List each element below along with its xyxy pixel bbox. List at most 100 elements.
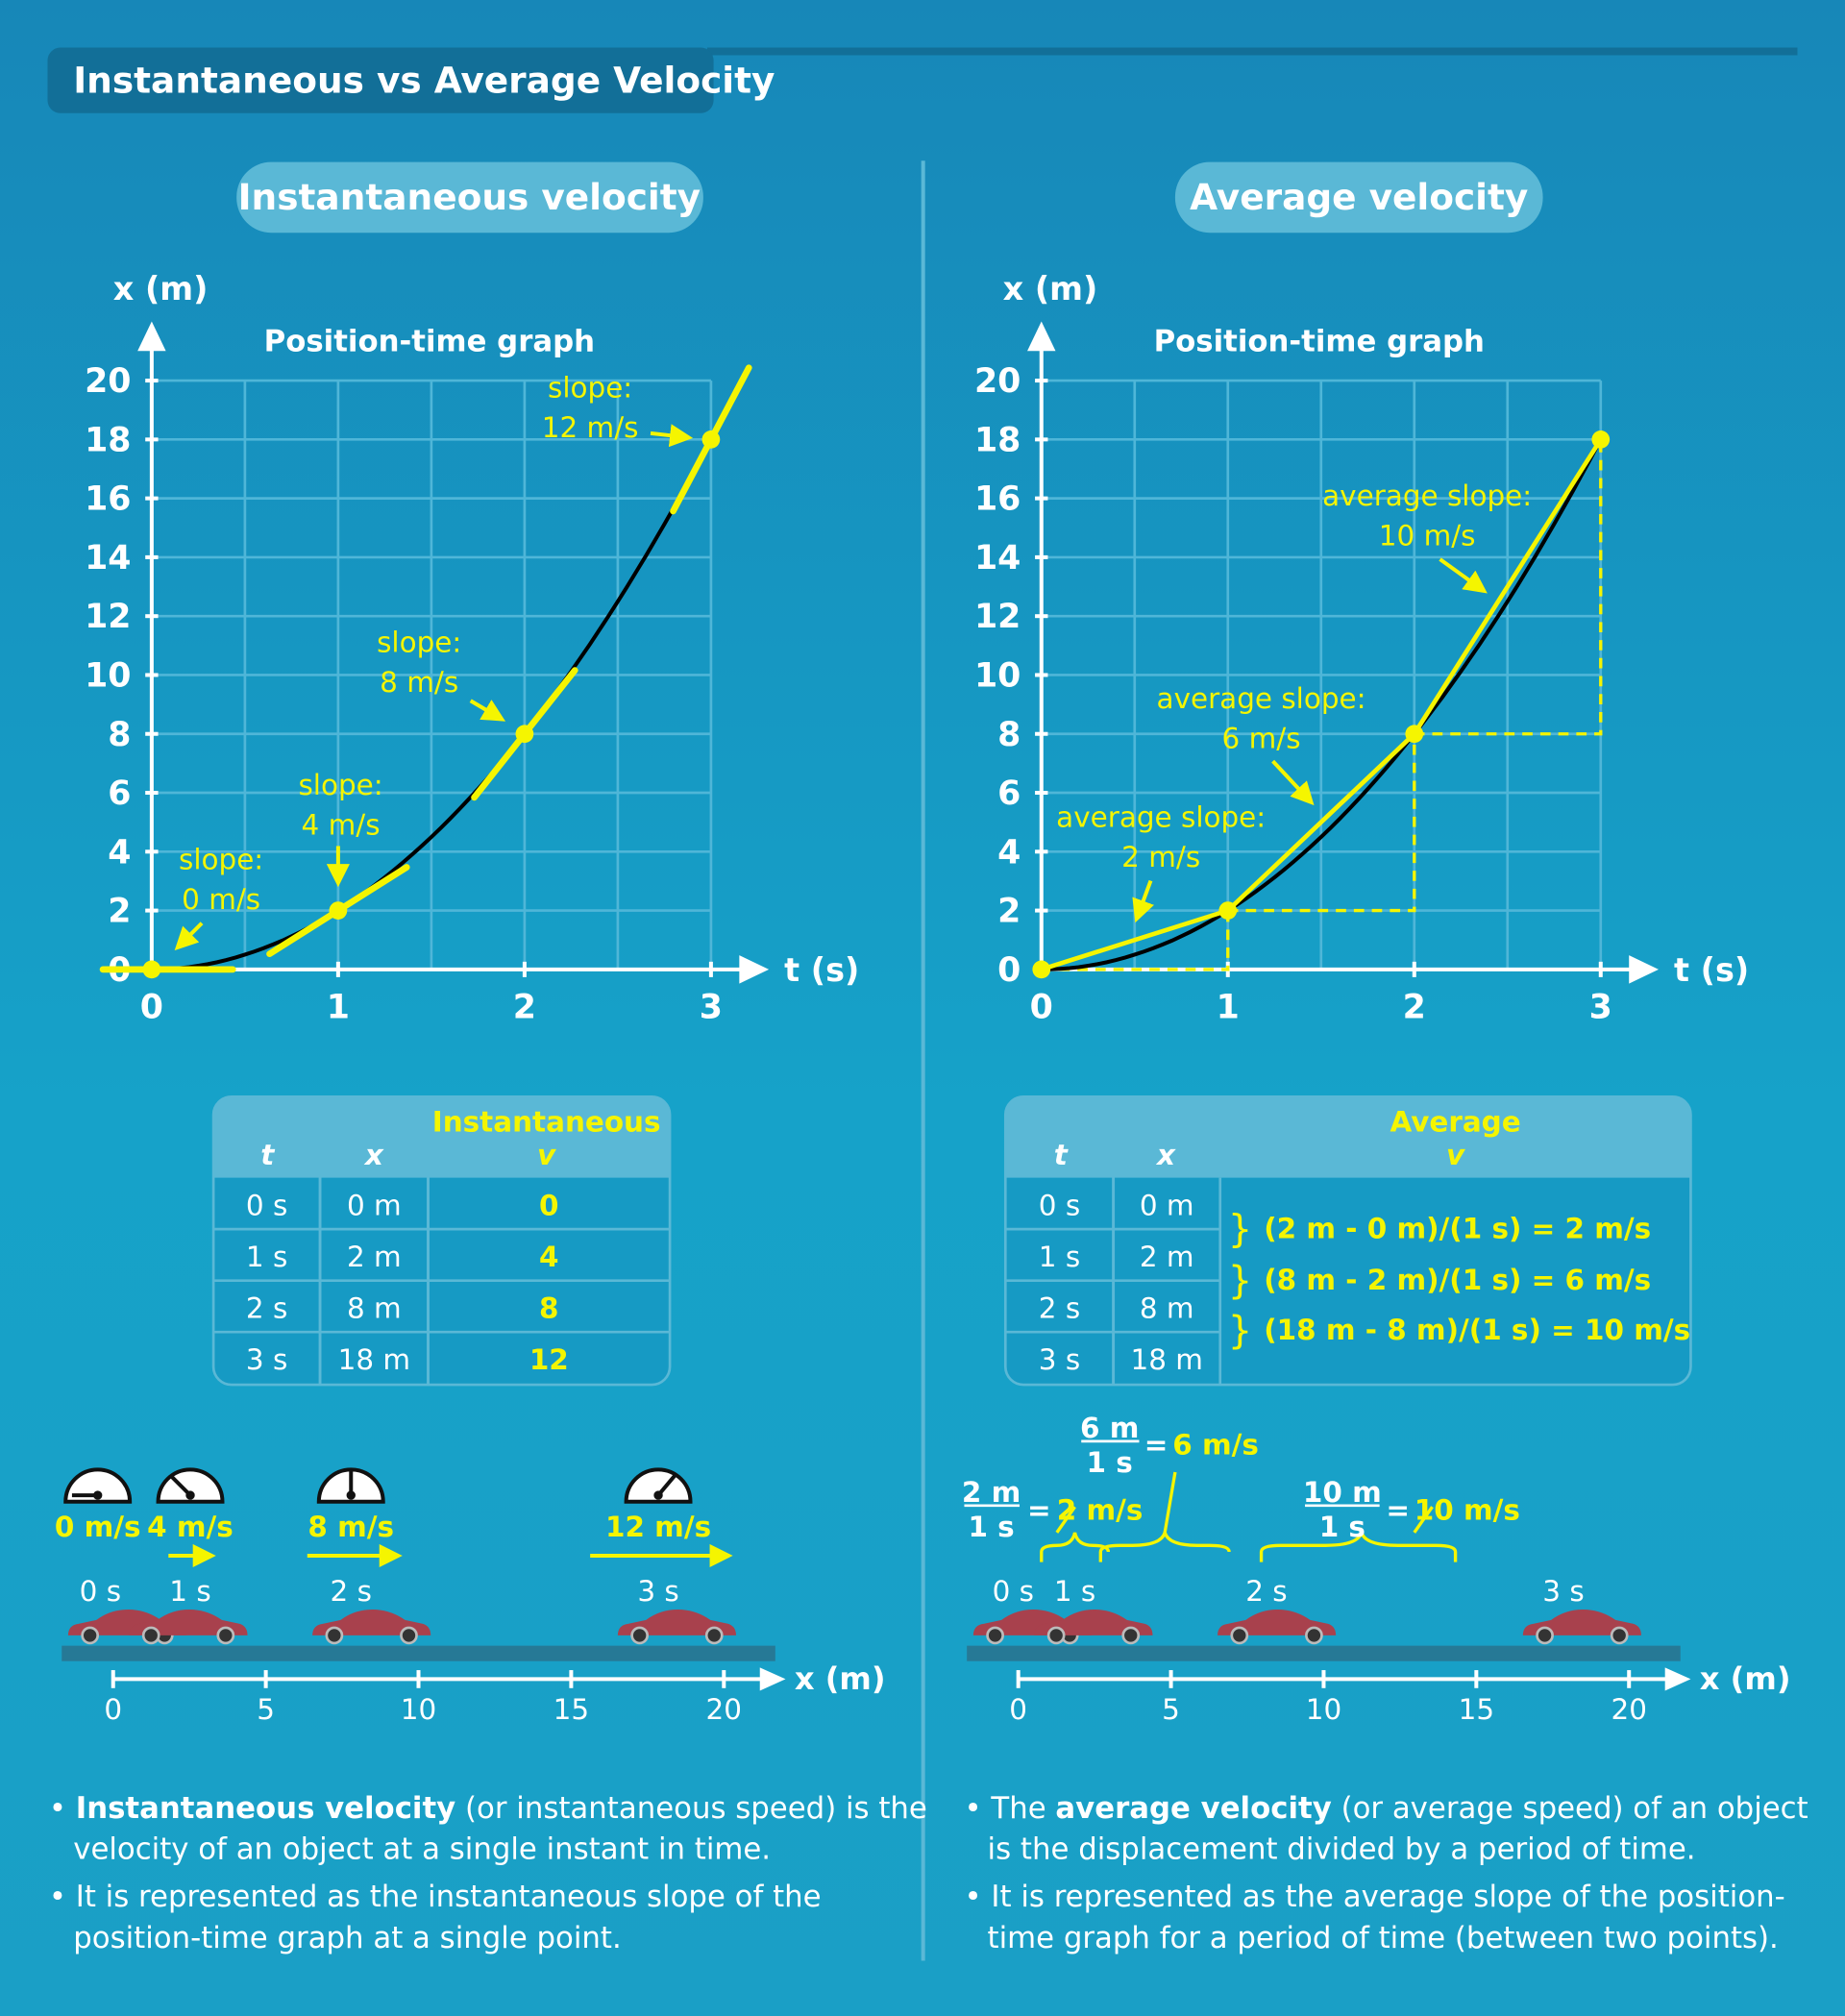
grid (1041, 379, 1603, 970)
time-label: 3 s (1542, 1575, 1584, 1608)
slope-value: 12 m/s (542, 411, 639, 444)
col-t: t (1054, 1139, 1069, 1171)
bullet-1: • The average velocity (or average speed… (964, 1791, 1808, 1826)
needle-hub (93, 1490, 103, 1500)
arrow-icon (1132, 879, 1154, 923)
number-line-tick-label: 5 (257, 1693, 275, 1726)
graph-title: Position-time graph (264, 324, 595, 358)
x-tick-label: 1 (327, 989, 350, 1027)
time-label: 2 s (331, 1575, 372, 1608)
slope-label: slope: (548, 371, 632, 404)
instantaneous-table: t x Instantaneous v 0 s 0 m 0 1 s 2 m 4 2 s 8 m… (211, 1094, 672, 1387)
page-title: Instantaneous vs Average Velocity (73, 59, 775, 101)
table-cell: 18 m (338, 1343, 410, 1376)
car-wheel (141, 1626, 160, 1645)
y-tick-label: 10 (85, 657, 131, 696)
graph-title: Position-time graph (1154, 324, 1485, 358)
table-cell: 0 s (1039, 1189, 1080, 1221)
time-label: 0 s (993, 1575, 1034, 1608)
y-tick-label: 8 (997, 716, 1021, 754)
bullet-text: It is represented as the average slope o… (991, 1880, 1784, 1914)
result: 6 m/s (1172, 1428, 1259, 1461)
time-label: 1 s (169, 1575, 210, 1608)
y-axis-arrow-icon (1027, 321, 1056, 352)
average-motion: 0 s 1 s 2 s 3 s 2 m 1 s = 2 m/s 6 m 1 s … (962, 1412, 1585, 1608)
bold-term: average velocity (1055, 1791, 1331, 1826)
heading-instantaneous: Instantaneous velocity (238, 176, 701, 218)
car-wheel (630, 1626, 650, 1645)
slope-label: average slope: (1056, 800, 1266, 833)
number-line-arrow-icon (1664, 1667, 1691, 1691)
time-label: 0 s (80, 1575, 121, 1608)
slope-value: 6 m/s (1222, 723, 1301, 755)
calc-2: (18 m - 8 m)/(1 s) = 10 m/s (1264, 1314, 1690, 1346)
table-cell: 2 s (1039, 1291, 1080, 1324)
number-line-tick-label: 0 (1009, 1693, 1027, 1726)
car-wheel (704, 1626, 724, 1645)
data-point (1405, 725, 1424, 744)
slope-value: 0 m/s (182, 883, 260, 916)
speed-label: 12 m/s (605, 1511, 711, 1543)
table-cell: 12 (529, 1343, 569, 1376)
bold-term: Instantaneous velocity (76, 1791, 455, 1826)
number-line-label: x (m) (795, 1660, 886, 1697)
y-tick-label: 4 (108, 833, 131, 872)
arrow-icon (469, 699, 506, 722)
car-icon (1218, 1610, 1337, 1635)
instantaneous-bullets: • Instantaneous velocity (or instantaneo… (49, 1791, 927, 1955)
interval-braces (1040, 1527, 1458, 1562)
denominator: 1 s (968, 1511, 1014, 1543)
number-line-tick-label: 15 (1459, 1693, 1494, 1726)
data-point (142, 960, 161, 979)
numerator: 10 m (1303, 1476, 1382, 1509)
y-tick-label: 16 (85, 480, 131, 519)
number-line-tick-label: 15 (554, 1693, 589, 1726)
average-graph: x (m) Position-time graph t (s) 02468101… (974, 270, 1749, 1027)
car-icon (129, 1610, 248, 1635)
car-wheel (1536, 1626, 1554, 1645)
car-wheel (1121, 1626, 1141, 1645)
time-label: 1 s (1054, 1575, 1095, 1608)
fraction-2: 2 m 1 s = 2 m/s (962, 1476, 1144, 1543)
heading-pill (236, 161, 703, 234)
heading-pill (1174, 161, 1543, 234)
brace-icon: } (1228, 1259, 1253, 1303)
col-t: t (260, 1139, 275, 1171)
car-wheel (1230, 1626, 1249, 1645)
secant-line (1226, 732, 1416, 913)
y-tick-label: 18 (974, 421, 1021, 459)
title-bar (47, 47, 714, 113)
numerator: 6 m (1080, 1412, 1139, 1444)
y-tick-label: 2 (997, 893, 1021, 931)
slope-label: average slope: (1322, 479, 1532, 512)
table-cell: 4 (539, 1241, 558, 1273)
y-tick-label: 0 (997, 951, 1021, 990)
table-cell: 2 s (246, 1291, 287, 1324)
car-wheel (400, 1626, 418, 1645)
y-tick-label: 2 (108, 893, 131, 931)
arrow-icon (1439, 557, 1488, 594)
x-axis-label: t (s) (1674, 951, 1749, 989)
needle-hub (346, 1490, 356, 1500)
calc-0: (2 m - 0 m)/(1 s) = 2 m/s (1264, 1212, 1651, 1244)
average-bullets: • The average velocity (or average speed… (964, 1791, 1808, 1955)
number-line-tick-label: 20 (706, 1693, 742, 1726)
col-v-title: Instantaneous (432, 1105, 661, 1138)
number-line-arrow-icon (759, 1667, 786, 1691)
x-tick-label: 3 (1589, 989, 1612, 1027)
road (62, 1645, 775, 1661)
denominator: 1 s (1319, 1511, 1365, 1543)
arrow-icon (650, 424, 694, 448)
arrow-icon (1271, 759, 1315, 806)
y-tick-label: 6 (108, 774, 131, 813)
number-line-tick-label: 10 (1306, 1693, 1341, 1726)
table-cell: 8 m (1140, 1291, 1194, 1324)
table-cell: 8 m (347, 1291, 402, 1324)
x-axis-label: t (s) (784, 951, 859, 989)
car-icon (1034, 1610, 1153, 1635)
car-icon (312, 1610, 431, 1635)
number-lines: 0 5 10 15 20 x (m) 0 5 10 15 20 x (m) (62, 1610, 1791, 1726)
y-tick-label: 10 (974, 657, 1021, 696)
y-tick-label: 4 (997, 833, 1021, 872)
car-wheel (81, 1626, 100, 1645)
